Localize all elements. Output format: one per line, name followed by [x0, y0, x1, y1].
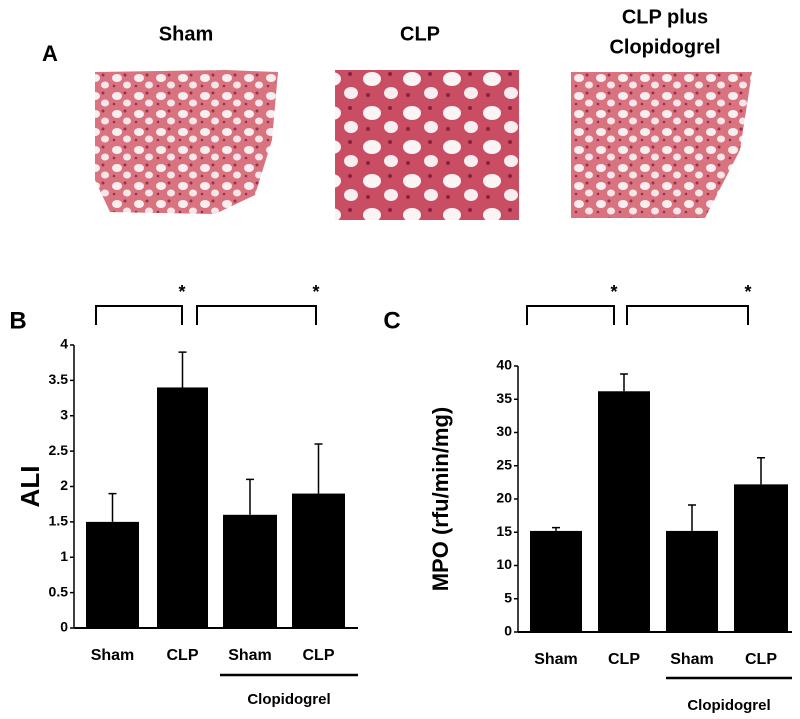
y-tick-label: 25	[496, 456, 512, 472]
y-tick-label: 1.5	[49, 513, 69, 529]
bar	[292, 493, 345, 628]
group-label: Clopidogrel	[247, 691, 330, 708]
x-tick-label: Sham	[91, 647, 135, 664]
x-tick-label: Sham	[534, 651, 578, 668]
image-title: Sham	[159, 23, 213, 45]
x-tick-label: CLP	[303, 647, 335, 664]
error-bar	[246, 478, 254, 515]
image-title: Clopidogrel	[609, 36, 720, 58]
y-tick-label: 1	[60, 548, 68, 564]
significance-star: *	[744, 282, 751, 302]
y-tick-label: 15	[496, 523, 512, 539]
y-tick-label: 4	[60, 336, 68, 352]
y-tick-label: 2	[60, 477, 68, 493]
y-tick-label: 3	[60, 406, 68, 422]
y-tick-label: 20	[496, 490, 512, 506]
significance-star: *	[312, 282, 319, 302]
significance-bracket	[95, 305, 183, 325]
group-label: Clopidogrel	[687, 697, 770, 714]
error-bar	[108, 492, 117, 522]
bar	[530, 530, 582, 632]
y-tick-label: 3.5	[49, 371, 69, 387]
y-tick-label: 0.5	[49, 583, 69, 599]
histology-image	[335, 70, 519, 220]
y-axis-label: ALI	[15, 466, 45, 508]
y-tick-label: 2.5	[49, 442, 69, 458]
bar	[86, 521, 139, 628]
x-tick-label: Sham	[670, 651, 714, 668]
y-tick-label: 0	[60, 619, 68, 635]
significance-star: *	[610, 282, 617, 302]
error-bar	[688, 504, 696, 531]
x-tick-label: CLP	[608, 651, 640, 668]
image-title: CLP	[400, 23, 440, 45]
error-bar	[757, 457, 765, 485]
error-bar	[620, 373, 628, 392]
y-tick-label: 40	[496, 357, 512, 373]
x-tick-label: CLP	[745, 651, 777, 668]
bar	[157, 387, 208, 628]
x-tick-label: CLP	[167, 647, 199, 664]
error-bar	[178, 351, 187, 388]
image-title: CLP plus	[622, 6, 708, 28]
histology-image	[571, 72, 752, 218]
y-tick-label: 30	[496, 423, 512, 439]
bar	[666, 530, 718, 632]
histology-image	[95, 70, 278, 214]
x-tick-label: Sham	[228, 647, 272, 664]
significance-bracket	[196, 305, 317, 325]
significance-bracket	[526, 305, 615, 325]
y-axis-label: MPO (rfu/min/mg)	[428, 407, 453, 592]
panel-label: A	[42, 41, 58, 66]
y-tick-label: 0	[504, 623, 512, 639]
y-tick-label: 35	[496, 390, 512, 406]
error-bar	[552, 526, 560, 531]
image-blank	[705, 72, 752, 218]
panel-label: C	[383, 307, 400, 334]
panel-label: B	[9, 307, 26, 334]
bar	[734, 484, 788, 632]
error-bar	[314, 443, 323, 494]
y-tick-label: 5	[504, 589, 512, 605]
bar	[223, 514, 277, 628]
significance-star: *	[178, 282, 185, 302]
significance-bracket	[626, 305, 749, 325]
y-tick-label: 10	[496, 556, 512, 572]
bar	[598, 391, 650, 632]
